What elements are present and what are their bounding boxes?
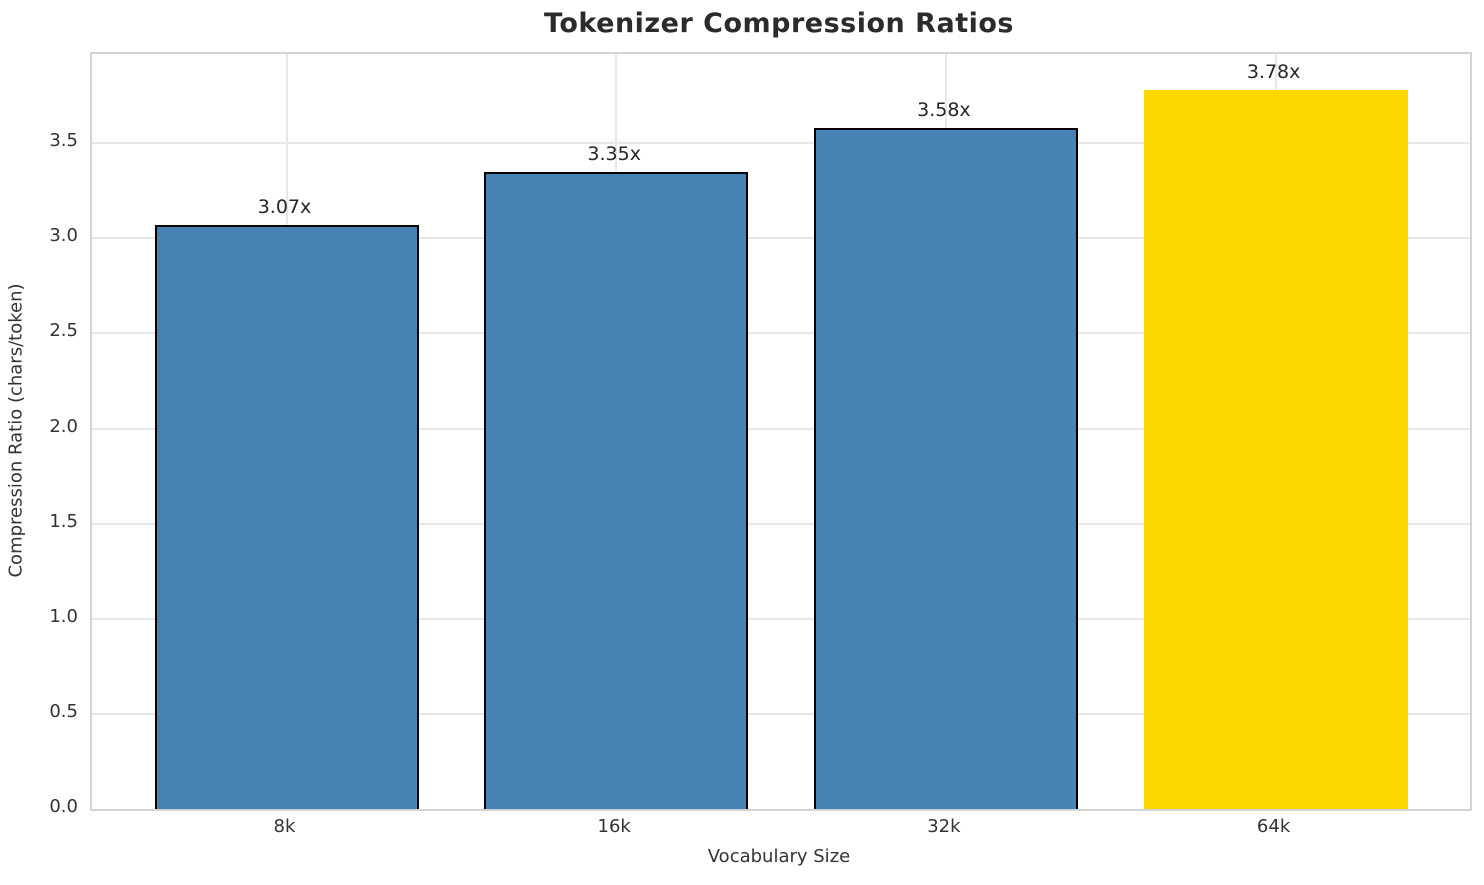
h-gridline	[92, 332, 1470, 335]
h-gridline	[92, 142, 1470, 145]
h-gridline	[92, 712, 1470, 715]
x-tick-label-16k: 16k	[597, 816, 631, 837]
x-axis-label: Vocabulary Size	[707, 846, 851, 867]
y-tick-label: 0.5	[49, 700, 78, 722]
y-axis-label: Compression Ratio (chars/token)	[5, 283, 27, 578]
h-gridline	[92, 617, 1470, 620]
y-tick-label: 2.0	[49, 415, 78, 437]
plot-area	[90, 52, 1472, 811]
h-gridline	[92, 522, 1470, 525]
bar-value-label: 3.35x	[587, 142, 641, 165]
y-tick-label: 1.5	[49, 510, 78, 532]
bar-16k	[484, 171, 749, 809]
x-tick-label-32k: 32k	[927, 816, 961, 837]
x-tick-label-64k: 64k	[1256, 816, 1291, 837]
y-tick-label: 2.5	[49, 320, 78, 342]
bar-value-label: 3.07x	[257, 196, 312, 218]
h-gridline	[92, 427, 1470, 430]
y-tick-label: 1.0	[49, 605, 78, 627]
x-tick-label-8k: 8k	[273, 816, 296, 837]
y-tick-label: 3.5	[49, 130, 78, 152]
bar-8k	[154, 225, 419, 809]
h-gridline	[92, 237, 1470, 240]
y-tick-label: 0.0	[49, 796, 78, 817]
bar-value-label: 3.78x	[1246, 60, 1301, 83]
bar-32k	[813, 128, 1078, 809]
y-tick-label: 3.0	[49, 225, 78, 247]
chart-title: Tokenizer Compression Ratios	[544, 8, 1014, 39]
bar-value-label: 3.58x	[917, 98, 971, 121]
bar-64k	[1143, 89, 1408, 809]
